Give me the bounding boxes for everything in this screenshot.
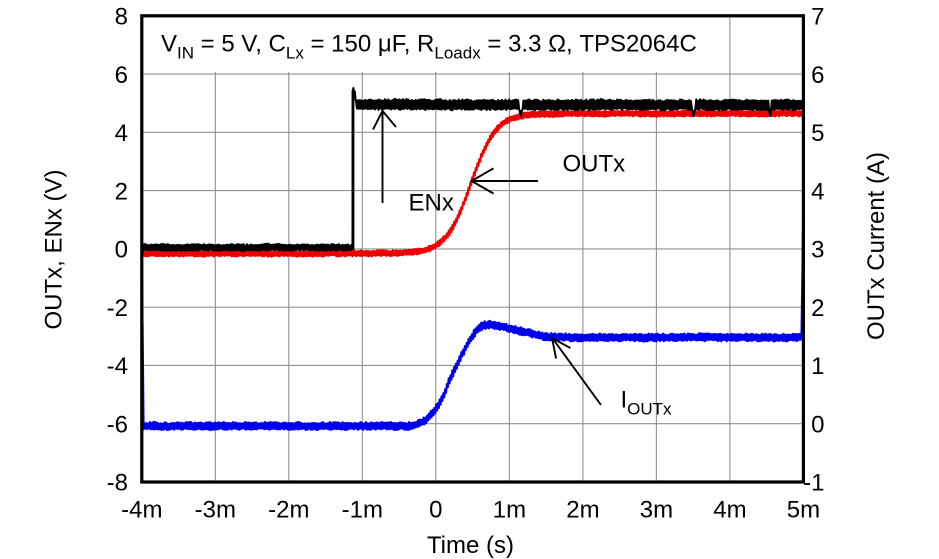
svg-text:1m: 1m: [493, 497, 526, 524]
svg-text:-4: -4: [107, 353, 128, 380]
svg-text:4: 4: [811, 178, 824, 205]
svg-text:2: 2: [115, 178, 128, 205]
svg-text:4m: 4m: [713, 497, 746, 524]
svg-text:-1: -1: [803, 470, 824, 497]
svg-text:2: 2: [811, 295, 824, 322]
svg-text:OUTx, ENx (V): OUTx, ENx (V): [41, 170, 68, 330]
svg-text:-2: -2: [107, 295, 128, 322]
svg-text:Time (s): Time (s): [427, 532, 514, 559]
svg-text:VIN = 5 V, CLx = 150 μF, RLoad: VIN = 5 V, CLx = 150 μF, RLoadx = 3.3 Ω,…: [161, 31, 697, 63]
svg-text:1: 1: [811, 353, 824, 380]
svg-text:OUTx Current (A): OUTx Current (A): [863, 152, 890, 340]
svg-text:3: 3: [811, 237, 824, 264]
svg-text:-6: -6: [107, 411, 128, 438]
svg-text:OUTx: OUTx: [563, 151, 626, 178]
svg-text:-4m: -4m: [121, 497, 162, 524]
svg-text:ENx: ENx: [409, 190, 454, 217]
svg-text:5m: 5m: [787, 497, 820, 524]
svg-text:IOUTx: IOUTx: [621, 387, 673, 419]
svg-text:2m: 2m: [566, 497, 599, 524]
svg-text:6: 6: [115, 62, 128, 89]
svg-text:-8: -8: [107, 470, 128, 497]
svg-text:5: 5: [811, 120, 824, 147]
svg-text:0: 0: [811, 411, 824, 438]
svg-text:3m: 3m: [640, 497, 673, 524]
svg-text:0: 0: [115, 237, 128, 264]
svg-text:7: 7: [811, 4, 824, 31]
svg-text:-1m: -1m: [342, 497, 383, 524]
svg-text:-2m: -2m: [268, 497, 309, 524]
svg-text:8: 8: [115, 4, 128, 31]
svg-text:6: 6: [811, 62, 824, 89]
svg-text:0: 0: [429, 497, 442, 524]
svg-text:4: 4: [115, 120, 128, 147]
svg-text:-3m: -3m: [195, 497, 236, 524]
